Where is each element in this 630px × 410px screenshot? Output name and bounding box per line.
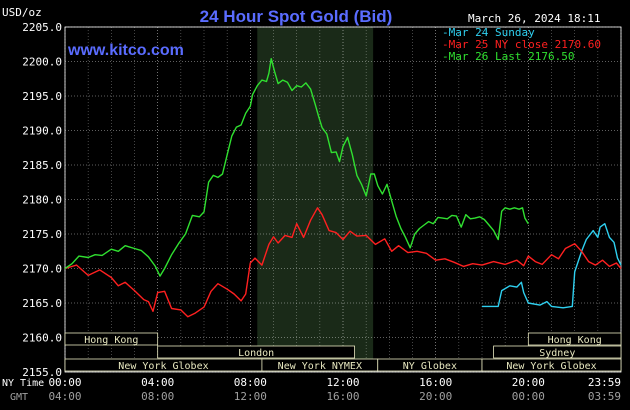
- y-tick-label: 2165.0: [22, 297, 62, 310]
- y-tick-label: 2185.0: [22, 159, 62, 172]
- x-tick-label-gmt: 12:00: [234, 390, 267, 403]
- plot-frame: [64, 26, 622, 373]
- unit-label: USD/oz: [2, 6, 42, 19]
- session-band: [527, 332, 622, 346]
- session-band-label: New York Globex: [118, 361, 208, 372]
- session-bands: Hong Kong London New York Globex New York N…: [64, 332, 622, 372]
- session-band-label: New York Globex: [506, 361, 596, 372]
- x-tick-label-gmt: 03:59: [588, 390, 621, 403]
- series-line-close: [64, 207, 622, 318]
- x-tick-label-gmt: 08:00: [141, 390, 174, 403]
- series-line-last: [64, 58, 529, 277]
- ny-time-row-label: NY Time: [2, 378, 44, 389]
- x-tick-label-gmt: 00:00: [512, 390, 545, 403]
- session-band-label: Hong Kong: [548, 335, 602, 346]
- x-tick-label-ny: 20:00: [512, 376, 545, 389]
- y-tick-label: 2170.0: [22, 263, 62, 276]
- x-axis-tick-labels: 00:0004:0004:0008:0008:0012:0012:0016:00…: [48, 376, 621, 403]
- timestamp: March 26, 2024 18:11: [468, 12, 600, 25]
- series-line-sunday: [482, 223, 622, 309]
- x-tick-label-gmt: 16:00: [326, 390, 359, 403]
- session-band-label: Sydney: [539, 348, 575, 359]
- x-tick-label-ny: 04:00: [141, 376, 174, 389]
- y-axis-tick-labels: 2155.0 2160.0 2165.0 2170.0 2175.0 2180.0 2185…: [22, 21, 62, 379]
- x-tick-label-ny: 12:00: [326, 376, 359, 389]
- y-tick-label: 2160.0: [22, 332, 62, 345]
- y-tick-label: 2190.0: [22, 125, 62, 138]
- session-band: [157, 345, 355, 359]
- chart-legend: -Mar 24 Sunday-Mar 25 NY close 2170.60-M…: [442, 26, 601, 63]
- gmt-row-label: GMT: [10, 392, 28, 403]
- session-band-label: Hong Kong: [84, 335, 138, 346]
- site-watermark: www.kitco.com: [67, 42, 184, 59]
- x-tick-label-ny: 23:59: [588, 376, 621, 389]
- session-band: [481, 358, 622, 372]
- chart-grid: [64, 26, 622, 373]
- legend-entry: -Mar 25 NY close 2170.60: [442, 38, 601, 51]
- y-tick-label: 2195.0: [22, 90, 62, 103]
- x-tick-label-gmt: 04:00: [48, 390, 81, 403]
- session-band: [493, 345, 622, 359]
- session-band: [64, 332, 159, 346]
- y-tick-label: 2155.0: [22, 366, 62, 379]
- y-tick-label: 2200.0: [22, 56, 62, 69]
- y-tick-label: 2175.0: [22, 228, 62, 241]
- session-band-label: New York NYMEX: [278, 361, 362, 372]
- x-tick-label-gmt: 20:00: [419, 390, 452, 403]
- x-tick-label-ny: 16:00: [419, 376, 452, 389]
- y-tick-label: 2180.0: [22, 194, 62, 207]
- chart-title: 24 Hour Spot Gold (Bid): [200, 7, 393, 26]
- x-tick-label-ny: 00:00: [48, 376, 81, 389]
- legend-entry: -Mar 24 Sunday: [442, 26, 535, 39]
- chart-series: [64, 58, 622, 318]
- chart-background: [257, 27, 374, 372]
- y-tick-label: 2205.0: [22, 21, 62, 34]
- nymex-session-shade: [257, 27, 374, 372]
- legend-entry: -Mar 26 Last 2176.50: [442, 50, 574, 63]
- x-tick-label-ny: 08:00: [234, 376, 267, 389]
- session-band-label: London: [238, 348, 274, 359]
- session-band-label: NY Globex: [403, 361, 457, 372]
